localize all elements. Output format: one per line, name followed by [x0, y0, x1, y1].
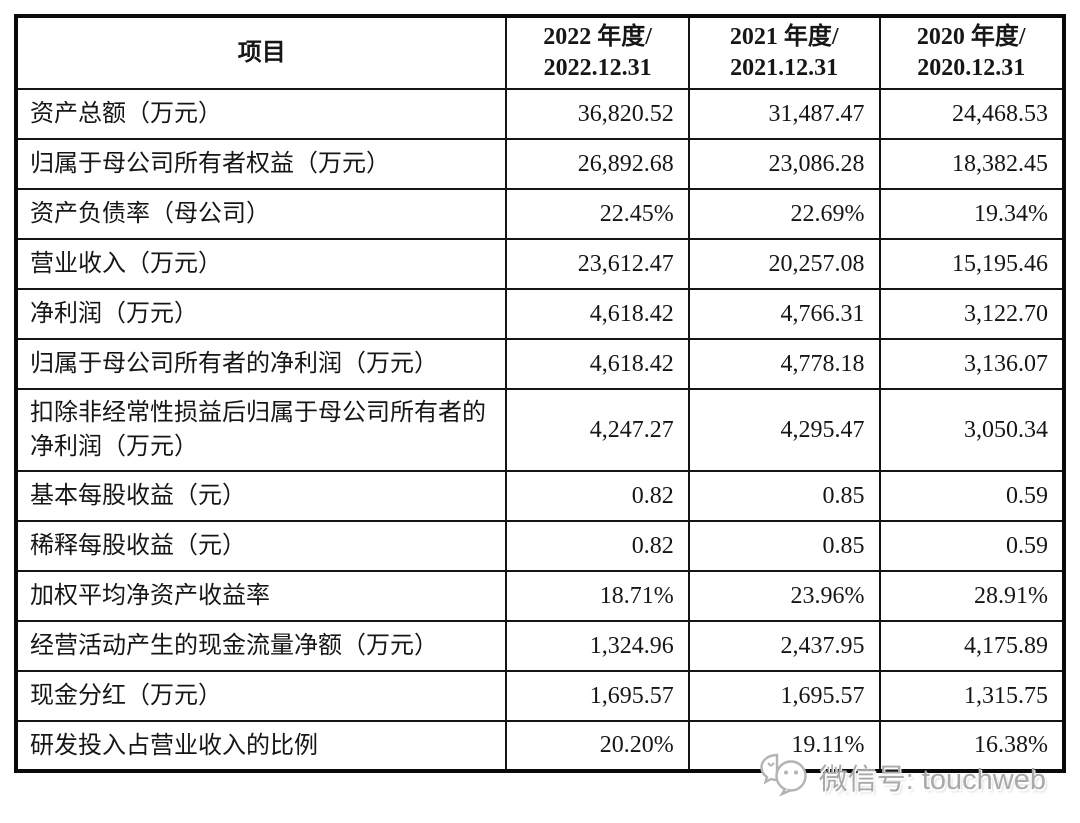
row-value-2020: 0.59: [878, 520, 1066, 572]
table-row: 研发投入占营业收入的比例 20.20% 19.11% 16.38%: [14, 720, 1066, 772]
header-2022-line1: 2022 年度/: [543, 24, 652, 50]
row-label: 归属于母公司所有者权益（万元）: [14, 138, 508, 190]
row-value-2020: 3,050.34: [878, 388, 1066, 472]
table-row-two-line: 扣除非经常性损益后归属于母公司所有者的净利润（万元） 4,247.27 4,29…: [14, 388, 1066, 472]
header-period-2020: 2020 年度/ 2020.12.31: [878, 15, 1066, 90]
row-label: 现金分红（万元）: [14, 670, 508, 722]
row-label: 经营活动产生的现金流量净额（万元）: [14, 620, 508, 672]
row-label: 加权平均净资产收益率: [14, 570, 508, 622]
row-value-2022: 20.20%: [505, 720, 690, 772]
header-item: 项目: [14, 15, 508, 90]
row-value-2022: 18.71%: [505, 570, 690, 622]
financial-summary-table: 项目 2022 年度/ 2022.12.31 2021 年度/ 2021.12.…: [14, 14, 1066, 773]
row-value-2021: 20,257.08: [687, 238, 881, 290]
row-value-2020: 15,195.46: [878, 238, 1066, 290]
row-value-2020: 28.91%: [878, 570, 1066, 622]
row-value-2021: 31,487.47: [687, 88, 881, 140]
row-value-2021: 0.85: [687, 520, 881, 572]
row-label: 净利润（万元）: [14, 288, 508, 340]
header-item-label: 项目: [237, 39, 286, 66]
row-value-2021: 23.96%: [687, 570, 881, 622]
row-value-2020: 24,468.53: [878, 88, 1066, 140]
row-label: 营业收入（万元）: [14, 238, 508, 290]
row-value-2020: 3,136.07: [878, 338, 1066, 390]
header-2022-line2: 2022.12.31: [543, 55, 652, 81]
row-label: 研发投入占营业收入的比例: [14, 720, 508, 772]
row-value-2021: 0.85: [687, 470, 881, 522]
table-row: 资产总额（万元） 36,820.52 31,487.47 24,468.53: [14, 88, 1066, 140]
table-row: 经营活动产生的现金流量净额（万元） 1,324.96 2,437.95 4,17…: [14, 620, 1066, 672]
table-row: 基本每股收益（元） 0.82 0.85 0.59: [14, 470, 1066, 522]
row-value-2022: 36,820.52: [505, 88, 690, 140]
header-2020-line1: 2020 年度/: [916, 24, 1026, 50]
header-period-2021: 2021 年度/ 2021.12.31: [687, 15, 881, 90]
table-row: 现金分红（万元） 1,695.57 1,695.57 1,315.75: [14, 670, 1066, 722]
row-value-2021: 19.11%: [687, 720, 881, 772]
row-value-2021: 4,778.18: [687, 338, 881, 390]
row-value-2022: 1,695.57: [505, 670, 690, 722]
row-label: 基本每股收益（元）: [14, 470, 508, 522]
row-value-2020: 4,175.89: [878, 620, 1066, 672]
table-row: 稀释每股收益（元） 0.82 0.85 0.59: [14, 520, 1066, 572]
row-label: 资产总额（万元）: [14, 88, 508, 140]
row-value-2020: 0.59: [878, 470, 1066, 522]
row-value-2021: 22.69%: [687, 188, 881, 240]
row-value-2022: 4,618.42: [505, 338, 690, 390]
row-value-2021: 4,295.47: [687, 388, 881, 472]
row-value-2022: 26,892.68: [505, 138, 690, 190]
header-period-2022: 2022 年度/ 2022.12.31: [505, 15, 690, 90]
row-value-2022: 0.82: [505, 520, 690, 572]
table-row: 营业收入（万元） 23,612.47 20,257.08 15,195.46: [14, 238, 1066, 290]
row-value-2020: 1,315.75: [878, 670, 1066, 722]
row-value-2022: 23,612.47: [505, 238, 690, 290]
table-header-row: 项目 2022 年度/ 2022.12.31 2021 年度/ 2021.12.…: [14, 15, 1066, 90]
table-row: 资产负债率（母公司） 22.45% 22.69% 19.34%: [14, 188, 1066, 240]
header-2020-line2: 2020.12.31: [917, 55, 1026, 81]
row-value-2020: 16.38%: [878, 720, 1066, 772]
row-value-2021: 2,437.95: [687, 620, 881, 672]
row-value-2020: 3,122.70: [878, 288, 1066, 340]
row-value-2021: 23,086.28: [687, 138, 881, 190]
table-row: 净利润（万元） 4,618.42 4,766.31 3,122.70: [14, 288, 1066, 340]
row-label: 归属于母公司所有者的净利润（万元）: [14, 338, 508, 390]
row-label: 资产负债率（母公司）: [14, 188, 508, 240]
row-value-2020: 18,382.45: [878, 138, 1066, 190]
table-row: 归属于母公司所有者权益（万元） 26,892.68 23,086.28 18,3…: [14, 138, 1066, 190]
row-value-2020: 19.34%: [878, 188, 1066, 240]
row-value-2022: 4,618.42: [505, 288, 690, 340]
row-value-2021: 4,766.31: [687, 288, 881, 340]
row-value-2022: 1,324.96: [505, 620, 690, 672]
table-row: 归属于母公司所有者的净利润（万元） 4,618.42 4,778.18 3,13…: [14, 338, 1066, 390]
row-label: 稀释每股收益（元）: [14, 520, 508, 572]
table-row: 加权平均净资产收益率 18.71% 23.96% 28.91%: [14, 570, 1066, 622]
header-2021-line1: 2021 年度/: [729, 24, 839, 50]
row-value-2022: 0.82: [505, 470, 690, 522]
header-2021-line2: 2021.12.31: [730, 55, 839, 81]
row-value-2022: 4,247.27: [505, 388, 690, 472]
row-value-2022: 22.45%: [505, 188, 690, 240]
row-label: 扣除非经常性损益后归属于母公司所有者的净利润（万元）: [14, 388, 508, 472]
row-value-2021: 1,695.57: [687, 670, 881, 722]
